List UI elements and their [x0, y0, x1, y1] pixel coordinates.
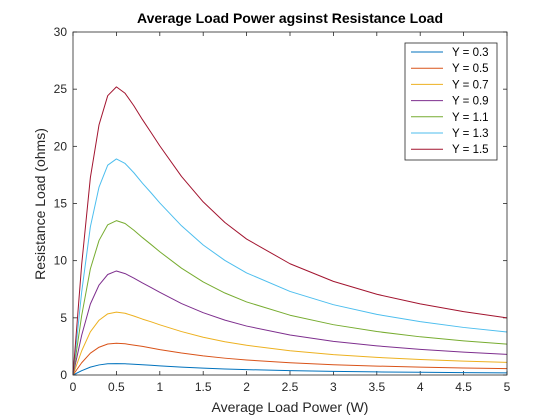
y-tick-label: 5 [60, 311, 67, 325]
y-axis-label: Resistance Load (ohms) [32, 128, 48, 280]
y-tick-label: 30 [54, 25, 68, 39]
x-axis-ticks: 0 0.5 1 1.5 2 2.5 3 3.5 4 4.5 5 [70, 32, 511, 394]
series-line-1 [72, 363, 508, 376]
x-axis-label: Average Load Power (W) [212, 399, 369, 415]
legend-label: Y = 0.9 [452, 96, 489, 108]
x-tick-label: 1.5 [195, 380, 212, 394]
series-line-5 [72, 220, 508, 376]
y-axis-ticks: 0 5 10 15 20 25 30 [54, 25, 507, 382]
x-tick-label: 3 [330, 380, 337, 394]
legend-box [404, 42, 498, 161]
legend-label: Y = 1.3 [452, 128, 489, 140]
legend-label: Y = 1.1 [452, 112, 489, 124]
y-tick-label: 25 [54, 82, 68, 96]
chart-title: Average Load Power agsinst Resistance Lo… [137, 10, 443, 26]
x-tick-label: 1 [156, 380, 163, 394]
series-line-6 [72, 158, 508, 376]
plot-frame [72, 31, 508, 376]
legend-label: Y = 0.7 [452, 79, 489, 91]
series-line-4 [72, 270, 508, 376]
y-tick-label: 15 [54, 197, 68, 211]
y-tick-label: 0 [60, 368, 67, 382]
series-line-7 [72, 86, 508, 376]
series-lines [72, 86, 508, 376]
legend: Y = 0.3 Y = 0.5 Y = 0.7 Y = 0.9 Y = 1.1 Y = 1… [404, 42, 498, 161]
legend-label: Y = 0.3 [452, 47, 489, 59]
series-line-2 [72, 342, 508, 376]
y-tick-label: 20 [54, 139, 68, 153]
x-tick-label: 3.5 [368, 380, 385, 394]
series-line-3 [72, 311, 508, 376]
x-tick-label: 4 [417, 380, 424, 394]
y-tick-label: 10 [54, 254, 68, 268]
x-tick-label: 0.5 [108, 380, 125, 394]
x-tick-label: 2 [243, 380, 250, 394]
x-tick-label: 4.5 [455, 380, 472, 394]
legend-label: Y = 0.5 [452, 63, 489, 75]
x-tick-label: 5 [504, 380, 511, 394]
x-tick-label: 0 [70, 380, 77, 394]
legend-label: Y = 1.5 [452, 144, 489, 156]
x-tick-label: 2.5 [282, 380, 299, 394]
